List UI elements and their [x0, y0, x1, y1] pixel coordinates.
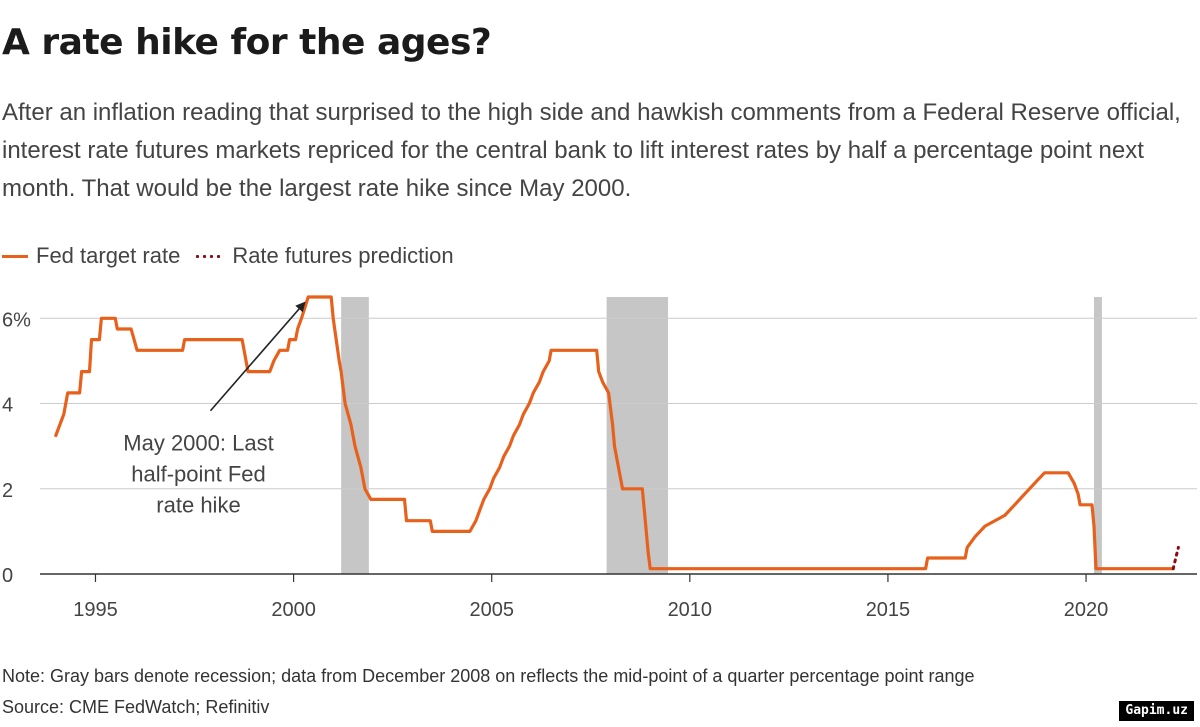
recession-bar-1: [341, 297, 369, 574]
legend-swatch-dotted-line: [194, 254, 225, 258]
chart-subtitle: After an inflation reading that surprise…: [2, 99, 1181, 202]
chart-title: A rate hike for the ages?: [2, 22, 492, 63]
x-tick-label: 2005: [469, 599, 514, 621]
y-tick-label: 2: [2, 480, 13, 502]
x-tick-label: 2010: [668, 599, 713, 621]
annotation-arrow: [209, 301, 306, 412]
legend-item-rate-futures-prediction: Rate futures prediction: [194, 243, 454, 269]
chart-note: Note: Gray bars denote recession; data f…: [2, 666, 975, 686]
x-tick-label: 2000: [271, 599, 316, 621]
watermark-logo: Gapim.uz: [1119, 701, 1194, 721]
legend-label-rate-futures-prediction: Rate futures prediction: [232, 243, 454, 268]
line-chart: 0 2 4 6% 1995 2000 2005 2010 2015 2020 May 2000: L…: [2, 295, 1197, 621]
annotation-label: rate hike: [156, 493, 240, 518]
y-tick-label: 6%: [2, 309, 31, 331]
chart-source: Source: CME FedWatch; Refinitiv: [2, 697, 270, 717]
legend-label-fed-target-rate: Fed target rate: [36, 243, 181, 268]
annotation-label: May 2000: Last: [123, 431, 273, 456]
x-tick-label: 1995: [73, 599, 118, 621]
y-tick-label: 0: [2, 565, 13, 587]
recession-bar-2: [606, 297, 669, 574]
legend-swatch-solid-line: [2, 254, 28, 258]
legend: Fed target rate Rate futures prediction: [2, 242, 468, 270]
legend-item-fed-target-rate: Fed target rate: [2, 243, 180, 269]
x-tick-label: 2020: [1064, 599, 1109, 621]
series-line-fed-target-rate: [54, 295, 1175, 571]
recession-bar-3: [1093, 297, 1102, 574]
annotation-label: half-point Fed: [131, 462, 266, 487]
y-tick-label: 4: [2, 395, 13, 417]
series-line-rate-futures-prediction: [1171, 545, 1180, 571]
x-tick-label: 2015: [866, 599, 911, 621]
